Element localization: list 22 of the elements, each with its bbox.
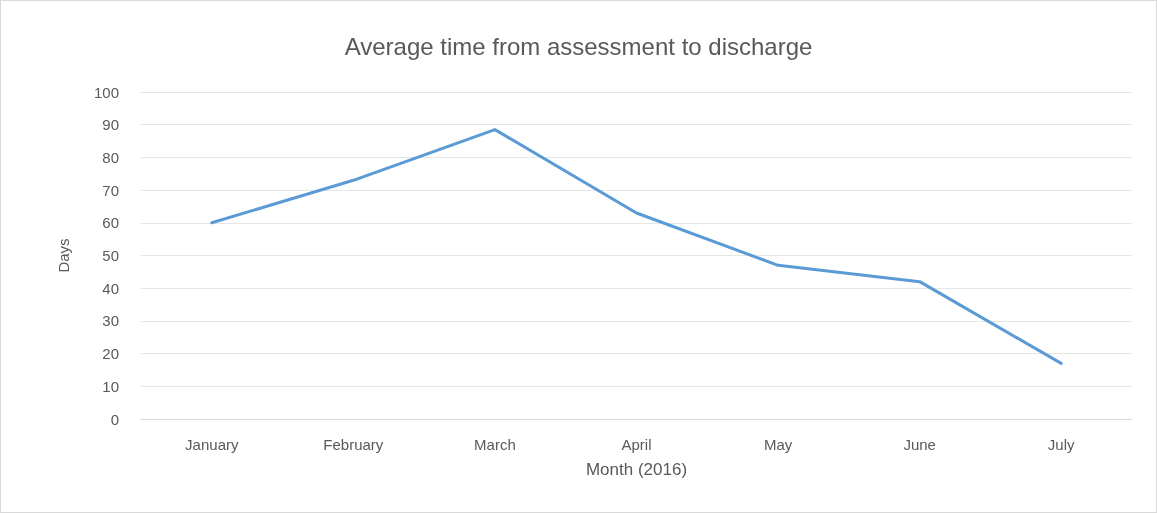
y-tick-label: 60	[102, 214, 119, 232]
y-axis-title: Days	[55, 238, 72, 273]
y-tick-label: 50	[102, 247, 119, 264]
y-tick-label: 80	[102, 148, 119, 166]
y-tick-label: 30	[102, 312, 119, 330]
line-series	[210, 128, 1063, 365]
y-tick-label: 10	[102, 377, 119, 395]
y-tick-label: 40	[102, 279, 119, 297]
x-tick-label: March	[474, 436, 516, 453]
x-tick-label: February	[323, 436, 384, 453]
x-axis-title: Month (2016)	[585, 460, 688, 479]
x-tick-label: July	[1047, 436, 1076, 453]
x-tick-label: January	[185, 436, 239, 453]
chart-title: Average time from assessment to discharge	[344, 32, 813, 60]
y-tick-label: 0	[110, 410, 119, 428]
y-tick-label: 100	[93, 83, 119, 101]
x-tick-label: June	[903, 436, 936, 453]
x-tick-label: May	[763, 436, 793, 453]
y-tick-label: 70	[102, 181, 119, 199]
x-tick-label: April	[621, 436, 652, 453]
y-tick-label: 90	[102, 116, 119, 134]
y-tick-label: 20	[102, 345, 119, 363]
